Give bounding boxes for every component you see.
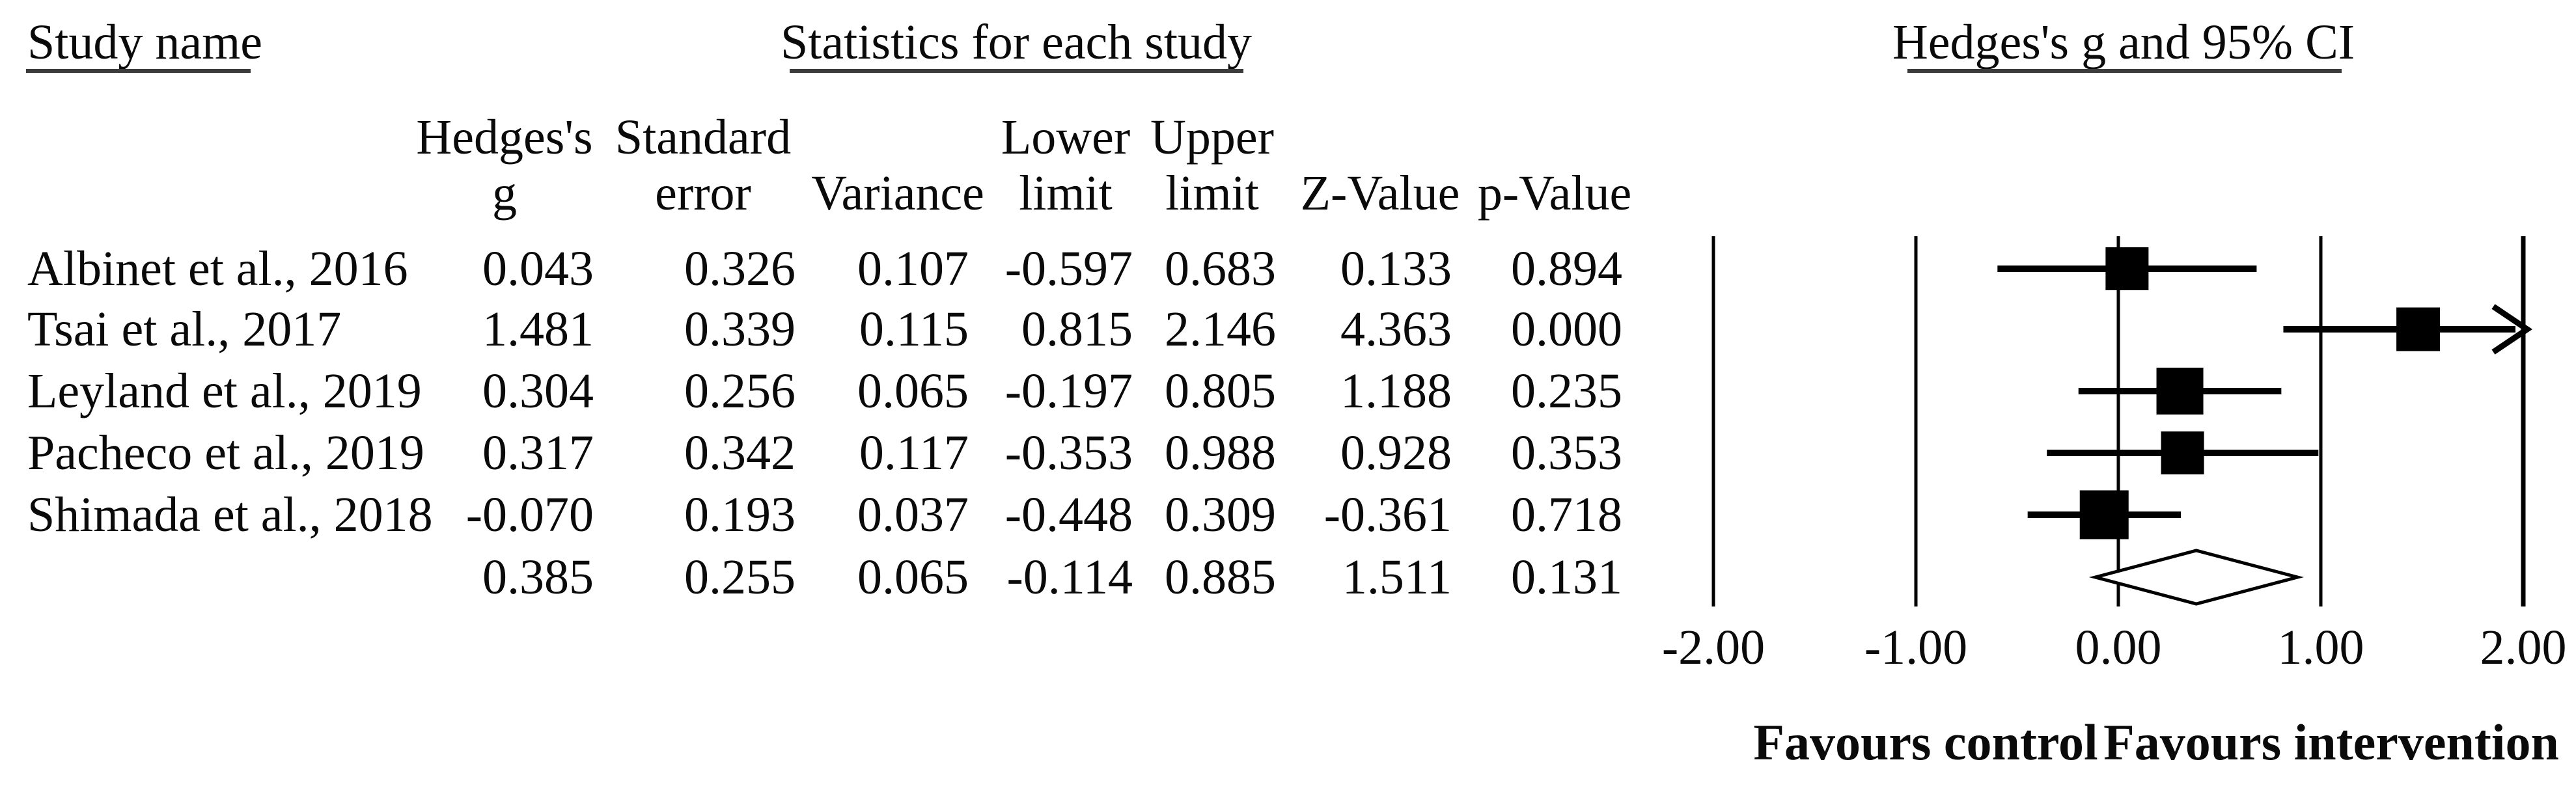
effect-size-square — [2396, 307, 2441, 351]
study-name-cell: Pacheco et al., 2019 — [27, 426, 424, 480]
p-value-cell: 0.235 — [1511, 364, 1622, 418]
statistics-title: Statistics for each study — [781, 15, 1252, 70]
axis-tick-label: -1.00 — [1864, 620, 1968, 675]
axis-tick-label: 2.00 — [2480, 620, 2567, 675]
col-header-standard-error: Standard — [615, 110, 792, 165]
axis-tick-label: 0.00 — [2075, 620, 2162, 675]
effect-size-square — [2079, 490, 2129, 539]
lower-limit-cell: -0.597 — [1004, 241, 1133, 296]
hedges-g-cell: 0.317 — [482, 426, 594, 480]
lower-limit-cell: 0.815 — [1021, 302, 1133, 357]
study-name-cell: Albinet et al., 2016 — [27, 241, 408, 296]
upper-limit-cell: 0.988 — [1165, 426, 1276, 480]
upper-limit-cell: 0.683 — [1165, 241, 1276, 296]
z-value-cell: 0.133 — [1340, 241, 1452, 296]
upper-limit-cell: 0.309 — [1165, 487, 1276, 542]
standard-error-cell: 0.339 — [684, 302, 796, 357]
lower-limit-cell: -0.197 — [1004, 364, 1133, 418]
study-name-underline — [26, 69, 251, 73]
lower-limit-cell: -0.353 — [1004, 426, 1133, 480]
col-header-upper-limit: Upper — [1150, 110, 1274, 165]
hedges-g-cell: 1.481 — [482, 302, 594, 357]
upper-limit-cell: 0.885 — [1165, 550, 1276, 605]
study-name-cell: Leyland et al., 2019 — [27, 364, 422, 418]
col-header-p-value: p-Value — [1477, 166, 1632, 221]
table-row: Shimada et al., 2018 -0.070 0.193 0.037 … — [0, 484, 2576, 545]
study-name-cell: Shimada et al., 2018 — [27, 487, 433, 542]
upper-limit-cell: 2.146 — [1165, 302, 1276, 357]
hedges-g-cell: 0.304 — [482, 364, 594, 418]
standard-error-cell: 0.256 — [684, 364, 796, 418]
p-value-cell: 0.718 — [1511, 487, 1622, 542]
plot-title-underline — [1907, 69, 2342, 73]
standard-error-cell: 0.342 — [684, 426, 796, 480]
variance-cell: 0.107 — [857, 241, 969, 296]
table-row: Pacheco et al., 2019 0.317 0.342 0.117 -… — [0, 422, 2576, 484]
z-value-cell: -0.361 — [1323, 487, 1452, 542]
z-value-cell: 1.188 — [1340, 364, 1452, 418]
upper-limit-cell: 0.805 — [1165, 364, 1276, 418]
col-header-upper-limit: limit — [1165, 166, 1259, 221]
lower-limit-cell: -0.448 — [1004, 487, 1133, 542]
plot-title: Hedges's g and 95% CI — [1892, 15, 2355, 70]
hedges-g-cell: -0.070 — [465, 487, 594, 542]
variance-cell: 0.065 — [857, 550, 969, 605]
p-value-cell: 0.131 — [1511, 550, 1622, 605]
variance-cell: 0.065 — [857, 364, 969, 418]
col-header-hedges-g: Hedges's — [416, 110, 593, 165]
hedges-g-cell: 0.043 — [482, 241, 594, 296]
table-row: Leyland et al., 2019 0.304 0.256 0.065 -… — [0, 361, 2576, 422]
favours-control-label: Favours control — [1753, 714, 2098, 770]
overall-diamond — [2088, 549, 2305, 606]
study-name-title: Study name — [27, 15, 262, 70]
axis-tick-label: 1.00 — [2277, 620, 2364, 675]
statistics-underline — [790, 69, 1243, 73]
standard-error-cell: 0.326 — [684, 241, 796, 296]
col-header-z-value: Z-Value — [1300, 166, 1460, 221]
study-name-cell: Tsai et al., 2017 — [27, 302, 342, 357]
favours-intervention-label: Favours intervention — [2103, 714, 2559, 770]
variance-cell: 0.115 — [859, 302, 969, 357]
p-value-cell: 0.000 — [1511, 302, 1622, 357]
arrow-right-icon — [2491, 304, 2533, 355]
col-header-lower-limit: limit — [1019, 166, 1113, 221]
lower-limit-cell: -0.114 — [1006, 550, 1133, 605]
hedges-g-cell: 0.385 — [482, 550, 594, 605]
z-value-cell: 1.511 — [1342, 550, 1452, 605]
z-value-cell: 4.363 — [1340, 302, 1452, 357]
effect-size-square — [2161, 431, 2204, 474]
z-value-cell: 0.928 — [1340, 426, 1452, 480]
effect-size-square — [2156, 368, 2204, 415]
table-row: Tsai et al., 2017 1.481 0.339 0.115 0.81… — [0, 299, 2576, 360]
p-value-cell: 0.894 — [1511, 241, 1622, 296]
variance-cell: 0.037 — [857, 487, 969, 542]
standard-error-cell: 0.255 — [684, 550, 796, 605]
col-header-variance: Variance — [811, 166, 984, 221]
col-header-standard-error: error — [655, 166, 751, 221]
effect-size-square — [2105, 247, 2149, 290]
table-row: Albinet et al., 2016 0.043 0.326 0.107 -… — [0, 238, 2576, 299]
axis-tick-label: -2.00 — [1661, 620, 1766, 675]
standard-error-cell: 0.193 — [684, 487, 796, 542]
col-header-lower-limit: Lower — [1001, 110, 1131, 165]
p-value-cell: 0.353 — [1511, 426, 1622, 480]
col-header-hedges-g: g — [492, 166, 517, 221]
table-row-overall: 0.385 0.255 0.065 -0.114 0.885 1.511 0.1… — [0, 547, 2576, 608]
variance-cell: 0.117 — [859, 426, 969, 480]
